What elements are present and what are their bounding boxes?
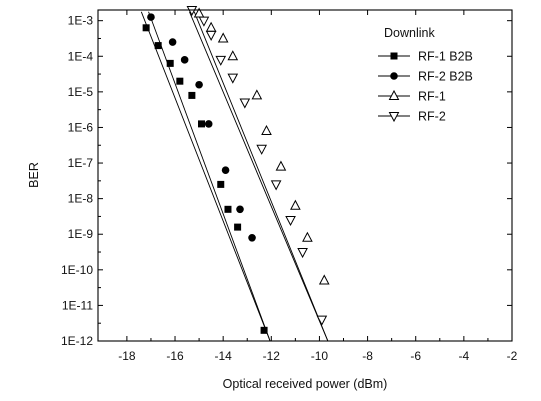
data-point-rf-1 (290, 199, 301, 210)
data-point-rf-1 (275, 160, 287, 171)
x-tick-label: -6 (410, 349, 421, 363)
data-point-rf-1-b2b (198, 120, 205, 128)
data-point-rf-1-b2b (234, 223, 242, 231)
data-point-rf-2 (270, 180, 282, 191)
data-point-rf-2 (239, 98, 251, 109)
data-point-rf-2-b2b (236, 205, 244, 214)
y-tick-label: 1E-6 (68, 120, 94, 134)
data-point-rf-2 (186, 6, 198, 17)
data-point-rf-2-b2b (180, 56, 189, 64)
data-point-rf-2-b2b (204, 120, 213, 128)
data-point-rf-2 (316, 315, 328, 326)
data-point-rf-2 (215, 55, 227, 66)
data-points (142, 6, 330, 334)
y-tick-label: 1E-5 (68, 85, 94, 99)
data-point-rf-1 (217, 32, 229, 43)
x-axis-title: Optical received power (dBm) (223, 377, 388, 391)
y-tick-label: 1E-9 (68, 227, 94, 241)
data-point-rf-1-b2b (217, 180, 225, 188)
y-tick-label: 1E-11 (62, 298, 93, 312)
data-point-rf-1-b2b (188, 91, 196, 99)
data-point-rf-1-b2b (224, 205, 232, 213)
legend-label-rf-2: RF-2 (418, 110, 446, 124)
legend-marker-rf-2 (388, 112, 400, 123)
data-point-rf-1-b2b (154, 42, 162, 50)
y-tick-label: 1E-12 (61, 334, 93, 348)
legend-label-rf-1: RF-1 (418, 90, 446, 104)
x-tick-label: -18 (118, 349, 136, 363)
fit-line-rf-1 (193, 11, 329, 341)
fit-line-rf-2 (189, 11, 329, 341)
data-point-rf-1 (251, 89, 263, 100)
data-point-rf-2-b2b (248, 233, 256, 242)
data-point-rf-1-b2b (260, 326, 268, 334)
legend-marker-rf-1-b2b (390, 52, 398, 60)
x-tick-label: -10 (311, 349, 329, 363)
legend-label-rf-2-b2b: RF-2 B2B (418, 70, 473, 84)
y-tick-label: 1E-8 (68, 192, 94, 206)
data-point-rf-2 (285, 215, 296, 227)
data-point-rf-1 (227, 50, 239, 61)
y-tick-label: 1E-10 (61, 263, 93, 277)
data-point-rf-1 (302, 231, 313, 242)
legend-label-rf-1-b2b: RF-1 B2B (418, 50, 473, 64)
y-axis-title: BER (27, 162, 41, 188)
data-point-rf-2 (198, 16, 210, 27)
data-point-rf-1 (318, 274, 330, 285)
x-tick-label: -12 (263, 349, 281, 363)
legend-marker-rf-2-b2b (390, 72, 398, 80)
y-tick-label: 1E-7 (68, 156, 94, 170)
y-tick-label: 1E-4 (68, 49, 94, 63)
data-point-rf-1 (261, 124, 272, 136)
fit-line-rf-1-b2b (140, 11, 271, 341)
data-point-rf-1 (205, 21, 217, 32)
x-tick-label: -2 (507, 349, 518, 363)
legend-title: Downlink (384, 26, 435, 40)
data-point-rf-2-b2b (195, 80, 203, 89)
legend: Downlink RF-1 B2B RF-2 B2B RF-1 RF-2 (378, 26, 473, 124)
plot-frame (97, 9, 513, 342)
x-tick-label: -16 (166, 349, 184, 363)
data-point-rf-2 (205, 30, 217, 41)
data-point-rf-2 (256, 144, 268, 155)
data-point-rf-1-b2b (166, 59, 174, 67)
data-point-rf-2-b2b (147, 13, 155, 21)
x-tick-label: -8 (362, 349, 373, 363)
data-point-rf-1-b2b (142, 24, 150, 32)
data-point-rf-2-b2b (221, 166, 230, 174)
x-axis-ticks: -18 -16 -14 -12 -10 -8 -6 -4 -2 (118, 10, 518, 363)
legend-marker-rf-1 (388, 89, 400, 100)
data-point-rf-1-b2b (176, 77, 184, 85)
data-point-rf-2 (227, 73, 239, 84)
data-point-rf-2-b2b (168, 38, 177, 46)
y-axis-ticks: 1E-3 1E-4 1E-5 1E-6 1E-7 1E-8 1E-9 1E-10 1E-11 1E… (61, 14, 512, 348)
x-tick-label: -4 (459, 349, 470, 363)
x-tick-label: -14 (214, 349, 232, 363)
y-tick-label: 1E-3 (68, 14, 94, 28)
data-point-rf-2 (297, 248, 308, 259)
